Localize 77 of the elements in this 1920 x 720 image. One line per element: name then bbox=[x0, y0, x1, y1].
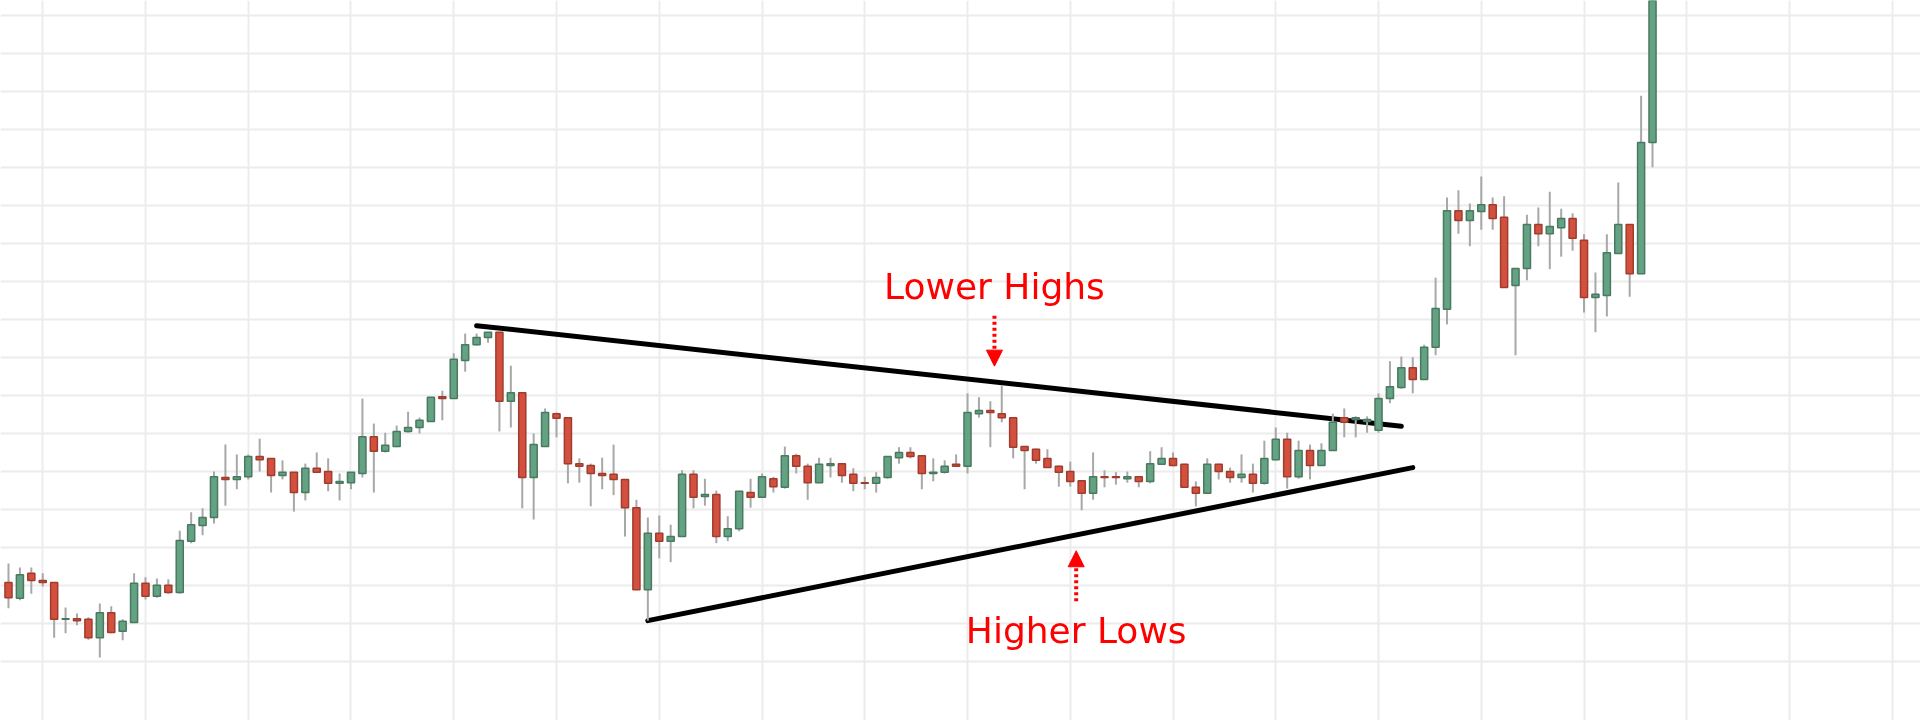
candlestick bbox=[723, 515, 733, 543]
candlestick bbox=[1191, 480, 1201, 508]
candlestick bbox=[746, 477, 755, 509]
candlestick bbox=[803, 462, 812, 501]
candlestick bbox=[1305, 443, 1315, 481]
candlestick bbox=[335, 472, 344, 502]
candlestick bbox=[1248, 462, 1258, 494]
candlestick bbox=[1556, 207, 1566, 258]
candlestick bbox=[814, 456, 824, 484]
candlestick bbox=[986, 400, 995, 449]
candlestick bbox=[609, 443, 618, 497]
candlestick bbox=[1454, 189, 1463, 235]
candlestick bbox=[1237, 453, 1246, 484]
candlestick bbox=[997, 384, 1007, 424]
candlestick bbox=[871, 471, 881, 494]
candlestick bbox=[552, 411, 561, 439]
candlestick bbox=[106, 605, 116, 635]
candlestick bbox=[928, 457, 938, 483]
annotation: Lower Highs bbox=[884, 266, 1105, 308]
candlestick bbox=[826, 456, 835, 479]
candlestick bbox=[141, 576, 150, 601]
candlestick bbox=[27, 566, 36, 595]
candlestick bbox=[1077, 479, 1086, 512]
candlestick bbox=[460, 332, 470, 373]
candlestick bbox=[118, 618, 127, 642]
candlestick bbox=[791, 452, 801, 475]
candlestick bbox=[255, 437, 264, 473]
candlestick bbox=[1591, 271, 1600, 334]
candlestick bbox=[1351, 415, 1360, 439]
candlestick bbox=[666, 523, 675, 564]
candlestick bbox=[438, 389, 447, 422]
candlestick bbox=[243, 453, 253, 481]
candlestick bbox=[289, 471, 299, 513]
candlestick bbox=[15, 566, 25, 602]
candlestick bbox=[757, 472, 767, 499]
candlestick bbox=[221, 443, 230, 507]
candlestick bbox=[1317, 442, 1326, 467]
candlestick bbox=[849, 467, 858, 493]
candlestick bbox=[84, 616, 93, 641]
candlestick bbox=[575, 457, 584, 484]
candlestick bbox=[1065, 460, 1075, 488]
candlestick bbox=[312, 451, 322, 474]
candlestick bbox=[837, 462, 847, 484]
candlestick bbox=[654, 514, 664, 560]
candlestick bbox=[1488, 196, 1497, 231]
candlestick bbox=[61, 606, 70, 635]
candlestick bbox=[1145, 450, 1155, 485]
candlestick bbox=[1568, 212, 1577, 252]
candlestick bbox=[1465, 202, 1475, 248]
candlestick bbox=[917, 454, 927, 491]
candlestick bbox=[152, 577, 162, 599]
candlestick bbox=[232, 453, 242, 491]
candlestick bbox=[1476, 175, 1486, 231]
candlestick bbox=[1385, 360, 1395, 405]
candlestick bbox=[1043, 448, 1052, 469]
candlestick bbox=[278, 459, 287, 481]
candlestick bbox=[369, 422, 379, 494]
candlestick bbox=[1088, 451, 1098, 501]
candlestick bbox=[186, 511, 196, 545]
candlestick bbox=[403, 410, 413, 434]
candlestick bbox=[689, 469, 698, 510]
candlestick bbox=[586, 462, 596, 508]
candlestick bbox=[1511, 267, 1520, 357]
candlestick bbox=[1339, 407, 1349, 439]
candlestick bbox=[883, 455, 892, 480]
candlestick bbox=[323, 457, 333, 493]
annotation: Higher Lows bbox=[965, 609, 1187, 651]
candlestick bbox=[4, 562, 13, 610]
candlestick bbox=[506, 364, 516, 429]
candlestick bbox=[198, 507, 207, 537]
candlestick bbox=[1271, 426, 1281, 462]
candlestick bbox=[266, 457, 276, 494]
candlestick bbox=[1545, 190, 1555, 271]
candlestick bbox=[1397, 355, 1406, 390]
candlestick bbox=[1408, 356, 1418, 395]
candlestick bbox=[1534, 206, 1543, 248]
candlestick bbox=[1020, 445, 1029, 491]
